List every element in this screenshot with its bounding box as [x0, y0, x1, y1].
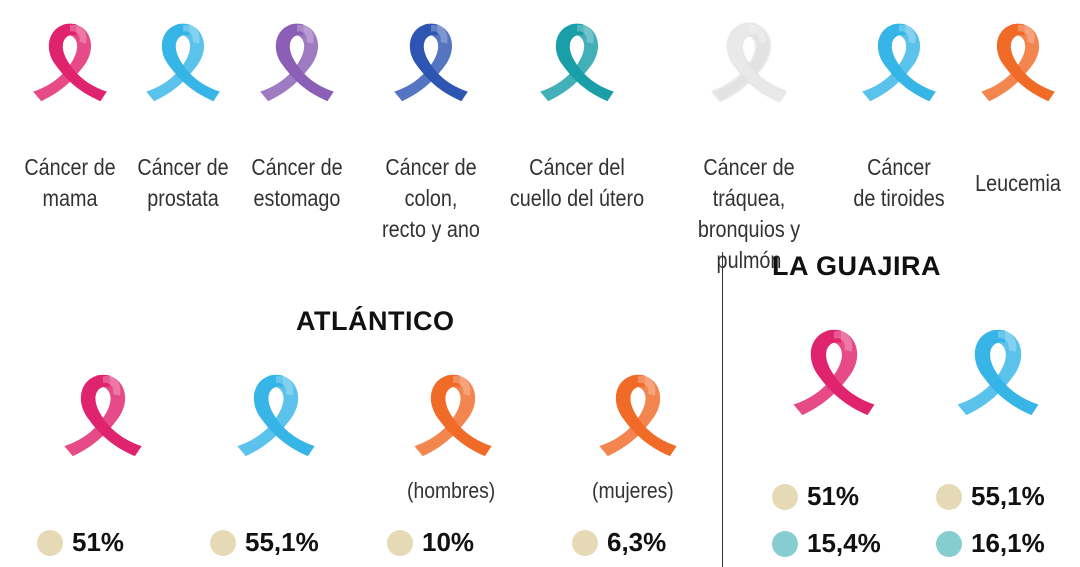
legend-label: Leucemia [949, 168, 1080, 199]
atlantico-ribbon-lightblue-icon [234, 364, 318, 466]
legend-ribbon-teal-icon [537, 14, 617, 110]
legend-label-line2: bronquios y pulmón [697, 216, 801, 273]
atlantico-note: (hombres) [407, 478, 496, 503]
legend-label: Cáncer del cuello del útero [508, 152, 646, 214]
atlantico-note: (mujeres) [592, 478, 674, 503]
legend-ribbon-lightblue-icon [143, 14, 223, 110]
legend-label-line1: Cáncer de [24, 154, 116, 180]
legend-label-line1: Cáncer del [529, 154, 625, 180]
legend-label: Cáncer de prostata [114, 152, 252, 214]
atlantico-stat: 55,1% [210, 527, 319, 558]
section-divider [722, 252, 723, 567]
legend-label-line1: Cáncer de [251, 154, 343, 180]
guajira-title: LA GUAJIRA [772, 251, 942, 281]
stat-dot [572, 529, 598, 556]
stat-value: 55,1% [971, 481, 1045, 511]
stat-value: 51% [72, 527, 125, 557]
legend-label: Cáncer de estomago [228, 152, 366, 214]
stat-dot [772, 483, 798, 510]
legend-ribbon-pink-icon [30, 14, 110, 110]
legend-ribbon-purple-icon [257, 14, 337, 110]
stat-value: 55,1% [245, 527, 319, 557]
stat-value: 10% [422, 527, 475, 557]
guajira-stat-secondary: 15,4% [772, 528, 881, 559]
stat-dot [210, 529, 236, 556]
legend-label: Cáncer de colon, recto y ano [362, 152, 500, 245]
legend-ribbon-darkblue-icon [391, 14, 471, 110]
stat-dot [387, 529, 413, 556]
stat-dot [37, 529, 63, 556]
legend-label: Cáncer de mama [1, 152, 139, 214]
guajira-stat-primary: 51% [772, 481, 859, 512]
legend-ribbon-white-icon [709, 14, 789, 110]
legend-label-line2: estomago [253, 185, 341, 211]
legend-label: Cáncer de tráquea, bronquios y pulmón [680, 152, 818, 276]
atlantico-stat: 51% [37, 527, 124, 558]
atlantico-ribbon-pink-icon [61, 364, 145, 466]
legend-label-line2: prostata [147, 185, 219, 211]
legend-label-line1: Cáncer de [137, 154, 229, 180]
guajira-stat-primary: 55,1% [936, 481, 1045, 512]
legend-label-line1: Cáncer de tráquea, [703, 154, 795, 211]
stat-value: 51% [807, 481, 860, 511]
legend-label-line2: de tiroides [853, 185, 945, 211]
legend-ribbon-lightblue-icon [859, 14, 939, 110]
stat-dot [936, 530, 962, 557]
atlantico-ribbon-orange-icon [596, 364, 680, 466]
legend-ribbon-orange-icon [978, 14, 1058, 110]
atlantico-stat: 6,3% [572, 527, 666, 558]
atlantico-stat: 10% [387, 527, 474, 558]
guajira-ribbon-pink-icon [790, 320, 878, 424]
guajira-stat-secondary: 16,1% [936, 528, 1045, 559]
legend-label-line2: mama [42, 185, 98, 211]
legend-label-line2: recto y ano [382, 216, 480, 242]
stat-dot [772, 530, 798, 557]
stat-value: 6,3% [607, 527, 667, 557]
legend-label-line1: Cáncer de colon, [385, 154, 477, 211]
legend-label-line1: Cáncer [867, 154, 931, 180]
stat-value: 16,1% [971, 528, 1045, 558]
atlantico-ribbon-orange-icon [411, 364, 495, 466]
stat-dot [936, 483, 962, 510]
legend-label-line1: Leucemia [975, 170, 1061, 196]
legend-label: Cáncer de tiroides [830, 152, 968, 214]
atlantico-title: ATLÁNTICO [296, 306, 455, 336]
guajira-ribbon-lightblue-icon [954, 320, 1042, 424]
stat-value: 15,4% [807, 528, 881, 558]
legend-label-line2: cuello del útero [509, 185, 645, 211]
